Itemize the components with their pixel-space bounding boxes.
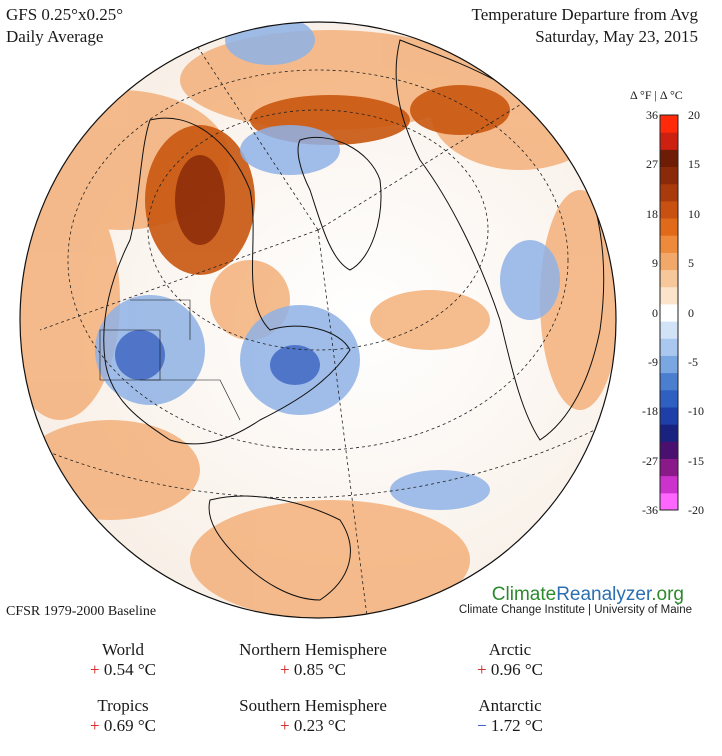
fahrenheit-tick: 36 xyxy=(646,108,658,122)
stat-value: 0.85 °C xyxy=(293,660,346,679)
celsius-tick: -10 xyxy=(688,404,704,419)
celsius-tick: -15 xyxy=(688,453,704,468)
colorbar xyxy=(659,114,679,511)
celsius-tick: 5 xyxy=(688,256,694,271)
colorbar-border xyxy=(659,114,679,511)
colorbar-swatch xyxy=(660,166,678,185)
stat-value: 0.54 °C xyxy=(103,660,156,679)
colorbar-swatch xyxy=(660,252,678,271)
stat-value-row: − 1.72 °C xyxy=(395,716,625,736)
stat-region: Northern Hemisphere xyxy=(239,640,387,659)
colorbar-swatch xyxy=(660,475,678,494)
institute-label: Climate Change Institute | University of… xyxy=(458,604,692,616)
colorbar-swatch xyxy=(660,115,678,133)
colorbar-swatch xyxy=(660,372,678,391)
stat-sign: + xyxy=(90,716,100,735)
stat-region: Tropics xyxy=(97,696,149,715)
site-logo: ClimateReanalyzer.org xyxy=(492,584,684,606)
celsius-tick: 15 xyxy=(688,157,700,172)
colorbar-swatch xyxy=(660,492,678,511)
model-title: GFS 0.25°x0.25° Daily Average xyxy=(6,4,123,48)
fahrenheit-tick: -36 xyxy=(642,503,658,517)
date-label: Saturday, May 23, 2015 xyxy=(535,27,698,46)
fahrenheit-tick: -27 xyxy=(642,453,658,468)
stat-sign: + xyxy=(280,716,290,735)
stat-value-row: + 0.54 °C xyxy=(8,660,238,680)
logo-part-2: Reanalyzer xyxy=(556,584,652,605)
coastlines xyxy=(99,39,605,601)
colorbar-swatch xyxy=(660,183,678,202)
stat-sign: + xyxy=(477,660,487,679)
fahrenheit-tick: 27 xyxy=(646,157,658,172)
colorbar-swatch xyxy=(660,321,678,339)
colorbar-swatch xyxy=(660,149,678,168)
product-title: Temperature Departure from Avg Saturday,… xyxy=(472,4,698,48)
stat-region: Southern Hemisphere xyxy=(239,696,387,715)
stat-sign: + xyxy=(90,660,100,679)
stat-value-row: + 0.23 °C xyxy=(198,716,428,736)
celsius-tick: 0 xyxy=(688,305,694,320)
celsius-tick: -20 xyxy=(688,503,704,517)
fahrenheit-tick: 9 xyxy=(652,256,658,271)
globe-map xyxy=(19,21,679,619)
stat-tropics: Tropics + 0.69 °C xyxy=(8,696,238,736)
fahrenheit-tick: 0 xyxy=(652,305,658,320)
stat-northern-hemisphere: Northern Hemisphere + 0.85 °C xyxy=(198,640,428,680)
celsius-tick: 10 xyxy=(688,206,700,221)
graticule xyxy=(20,22,616,618)
stat-region: Antarctic xyxy=(478,696,542,715)
colorbar-swatch xyxy=(660,200,678,219)
stat-arctic: Arctic + 0.96 °C xyxy=(395,640,625,680)
stat-value-row: + 0.69 °C xyxy=(8,716,238,736)
colorbar-swatch xyxy=(660,303,678,322)
stat-region: World xyxy=(101,640,145,659)
stat-value: 0.23 °C xyxy=(293,716,346,735)
stat-sign: − xyxy=(477,716,487,735)
stat-sign: + xyxy=(280,660,290,679)
colorbar-swatch xyxy=(660,338,678,356)
fahrenheit-tick: -18 xyxy=(642,404,658,419)
colorbar-swatch xyxy=(660,235,678,253)
colorbar-swatch xyxy=(660,218,678,236)
fahrenheit-tick: -9 xyxy=(648,354,658,369)
celsius-tick: -5 xyxy=(688,354,698,369)
stat-value-row: + 0.85 °C xyxy=(198,660,428,680)
logo-part-3: .org xyxy=(651,584,684,605)
stat-value: 0.96 °C xyxy=(490,660,543,679)
stat-value-row: + 0.96 °C xyxy=(395,660,625,680)
colorbar-swatch xyxy=(660,269,678,288)
celsius-tick: 20 xyxy=(688,108,700,122)
period-label: Daily Average xyxy=(6,27,104,46)
stat-southern-hemisphere: Southern Hemisphere + 0.23 °C xyxy=(198,696,428,736)
logo-part-1: Climate xyxy=(491,584,557,605)
colorbar-swatch xyxy=(660,132,678,150)
stat-value: 0.69 °C xyxy=(103,716,156,735)
colorbar-swatch xyxy=(660,441,678,459)
colorbar-units: Δ °F | Δ °C xyxy=(630,88,683,102)
stat-antarctic: Antarctic − 1.72 °C xyxy=(395,696,625,736)
colorbar-swatch xyxy=(660,424,678,442)
stat-value: 1.72 °C xyxy=(490,716,543,735)
colorbar-swatch xyxy=(660,458,678,477)
stat-world: World + 0.54 °C xyxy=(8,640,238,680)
baseline-label: CFSR 1979-2000 Baseline xyxy=(6,604,157,619)
colorbar-swatch xyxy=(660,389,678,408)
stat-region: Arctic xyxy=(488,640,532,659)
colorbar-swatch xyxy=(660,406,678,425)
colorbar-swatch xyxy=(660,355,678,374)
model-label: GFS 0.25°x0.25° xyxy=(6,5,124,24)
colorbar-swatch xyxy=(660,286,678,305)
product-label: Temperature Departure from Avg xyxy=(471,5,698,24)
fahrenheit-tick: 18 xyxy=(646,206,658,221)
